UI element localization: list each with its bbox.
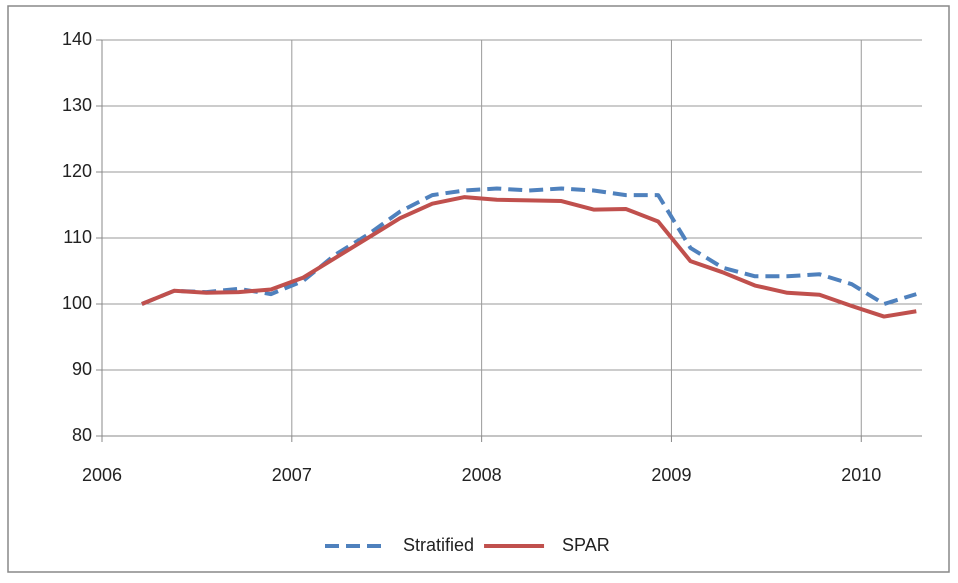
x-tick-label: 2009 xyxy=(651,465,691,485)
y-tick-label: 140 xyxy=(62,29,92,49)
y-tick-label: 130 xyxy=(62,95,92,115)
y-tick-label: 100 xyxy=(62,293,92,313)
x-tick-label: 2006 xyxy=(82,465,122,485)
y-tick-label: 120 xyxy=(62,161,92,181)
x-tick-label: 2007 xyxy=(272,465,312,485)
y-tick-label: 110 xyxy=(63,227,92,247)
chart-border xyxy=(7,5,950,573)
series-line xyxy=(141,186,917,306)
x-tick-label: 2010 xyxy=(841,465,881,485)
legend-label: SPAR xyxy=(562,535,610,555)
series-line xyxy=(141,195,917,319)
legend-label: Stratified xyxy=(403,535,474,555)
x-tick-label: 2008 xyxy=(462,465,502,485)
y-tick-label: 80 xyxy=(72,425,92,445)
y-tick-label: 90 xyxy=(72,359,92,379)
